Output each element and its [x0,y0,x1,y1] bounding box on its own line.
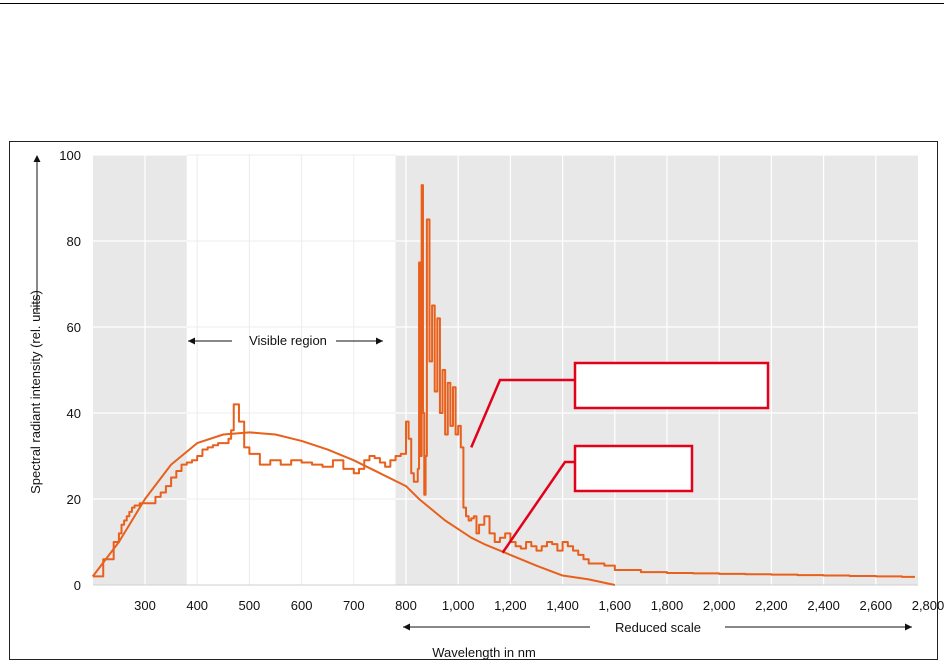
x-tick-label: 1,600 [599,598,632,613]
callout-leader-line [470,378,575,448]
x-tick-label: 1,400 [546,598,579,613]
reduced-scale-arrow-left-head [403,623,410,631]
callout-leader-line [501,460,575,554]
x-tick-label: 700 [343,598,365,613]
series-smooth-curve [92,431,616,586]
x-tick-label: 2,000 [703,598,736,613]
x-tick-label: 1,200 [494,598,527,613]
y-tick-label: 100 [59,148,81,163]
reduced-scale-arrow-right-head [905,623,912,631]
x-tick-label: 2,200 [755,598,788,613]
y-tick-label: 20 [67,492,81,507]
reduced-scale-label: Reduced scale [615,620,701,635]
x-tick-label: 500 [239,598,261,613]
y-tick-label: 80 [67,234,81,249]
callout-box [573,361,770,410]
callout-box [573,444,694,493]
visible-region-arrow-right-head [376,337,383,345]
y-tick-label: 0 [74,578,81,593]
x-tick-label: 1,000 [442,598,475,613]
x-tick-label: 400 [186,598,208,613]
y-axis-label: Spectral radiant intensity (rel. units) [28,290,43,494]
y-tick-label: 60 [67,320,81,335]
top-rule [0,3,944,4]
visible-region-band [186,155,396,585]
x-axis-label: Wavelength in nm [432,645,536,660]
x-tick-label: 2,800 [912,598,944,613]
y-axis-arrow-head [33,155,41,162]
y-tick-label: 40 [67,406,81,421]
series-measured-spectrum [92,184,915,578]
x-tick-label: 800 [395,598,417,613]
visible-region-label: Visible region [249,333,327,348]
x-tick-label: 1,800 [651,598,684,613]
x-tick-label: 600 [291,598,313,613]
x-tick-label: 2,600 [860,598,893,613]
x-tick-label: 2,400 [807,598,840,613]
visible-region-arrow-left-head [188,337,195,345]
x-tick-label: 300 [134,598,156,613]
